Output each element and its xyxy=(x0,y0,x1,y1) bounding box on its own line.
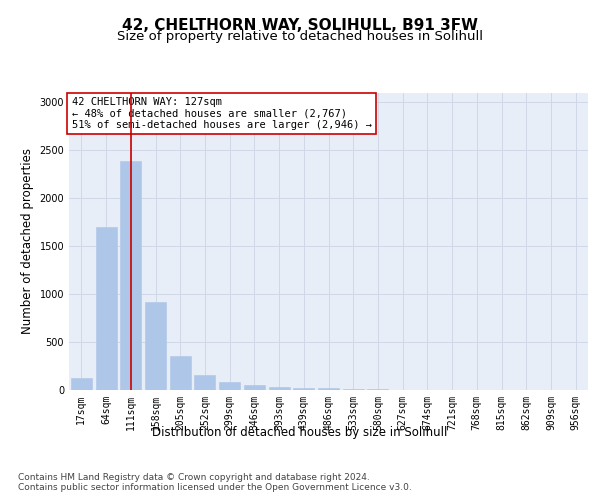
Bar xyxy=(120,160,141,390)
Bar xyxy=(269,386,290,390)
Bar xyxy=(145,302,166,390)
Bar xyxy=(343,389,364,390)
Text: Size of property relative to detached houses in Solihull: Size of property relative to detached ho… xyxy=(117,30,483,43)
Bar xyxy=(95,227,116,390)
Text: 42 CHELTHORN WAY: 127sqm
← 48% of detached houses are smaller (2,767)
51% of sem: 42 CHELTHORN WAY: 127sqm ← 48% of detach… xyxy=(71,97,371,130)
Text: Distribution of detached houses by size in Solihull: Distribution of detached houses by size … xyxy=(152,426,448,439)
Text: Contains HM Land Registry data © Crown copyright and database right 2024.
Contai: Contains HM Land Registry data © Crown c… xyxy=(18,472,412,492)
Bar xyxy=(194,375,215,390)
Bar xyxy=(318,388,339,390)
Bar xyxy=(244,384,265,390)
Bar xyxy=(219,382,240,390)
Bar xyxy=(367,389,388,390)
Y-axis label: Number of detached properties: Number of detached properties xyxy=(21,148,34,334)
Bar xyxy=(170,356,191,390)
Bar xyxy=(71,378,92,390)
Text: 42, CHELTHORN WAY, SOLIHULL, B91 3FW: 42, CHELTHORN WAY, SOLIHULL, B91 3FW xyxy=(122,18,478,32)
Bar xyxy=(293,388,314,390)
